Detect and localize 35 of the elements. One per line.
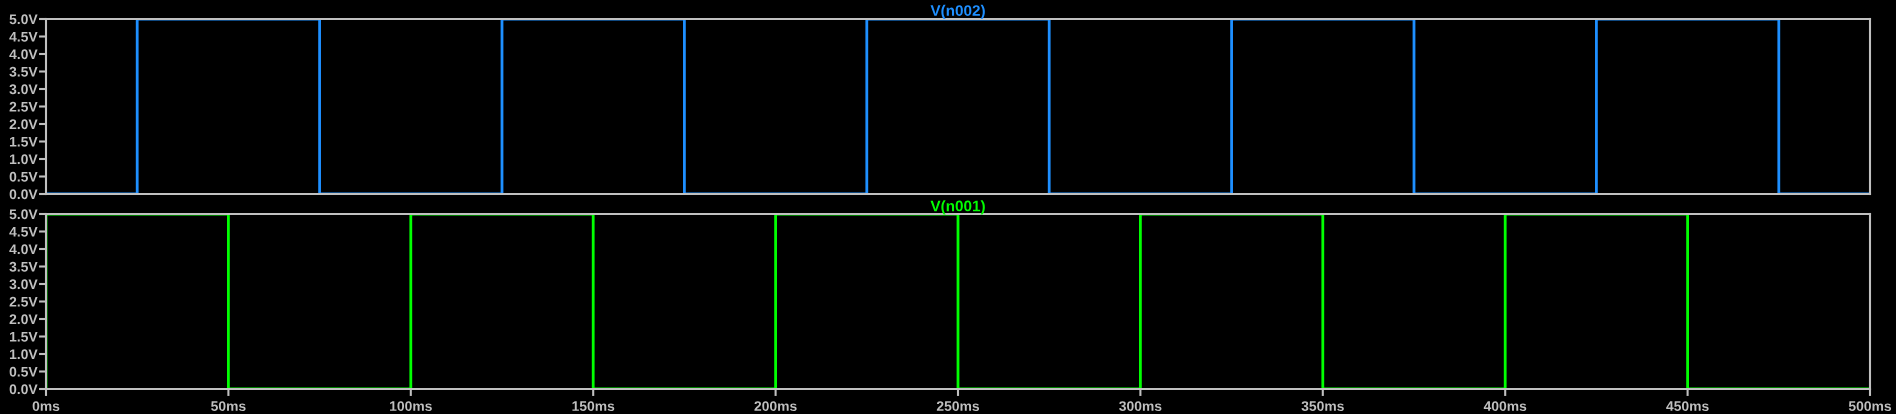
y-tick-label: 4.5V	[9, 226, 38, 237]
chart-title: V(n002)	[930, 4, 985, 19]
y-tick-label: 1.0V	[9, 154, 38, 165]
y-tick-label: 0.0V	[9, 189, 38, 200]
y-tick-label: 3.5V	[9, 66, 38, 77]
x-tick-label: 500ms	[1848, 401, 1892, 412]
x-tick-label: 250ms	[936, 401, 980, 412]
x-tick-label: 150ms	[572, 401, 615, 412]
y-tick-label: 4.0V	[9, 49, 38, 60]
y-tick-label: 2.5V	[9, 101, 38, 112]
y-tick-label: 1.0V	[9, 349, 38, 360]
y-tick-label: 2.0V	[9, 119, 38, 130]
x-tick-label: 50ms	[211, 401, 246, 412]
y-tick-label: 0.5V	[9, 171, 38, 182]
y-tick-label: 5.0V	[9, 14, 38, 25]
x-tick-label: 300ms	[1119, 401, 1162, 412]
y-tick-label: 1.5V	[9, 331, 38, 342]
chart-title: V(n001)	[930, 200, 985, 215]
y-tick-label: 3.5V	[9, 261, 38, 272]
y-tick-label: 2.0V	[9, 314, 38, 325]
x-tick-label: 200ms	[754, 401, 797, 412]
y-tick-label: 0.0V	[9, 384, 38, 395]
x-tick-label: 100ms	[390, 401, 432, 412]
x-tick-label: 400ms	[1483, 401, 1527, 412]
y-tick-label: 3.0V	[9, 84, 38, 95]
x-tick-label: 350ms	[1301, 401, 1344, 412]
y-tick-label: 0.5V	[9, 366, 38, 377]
y-tick-label: 3.0V	[9, 279, 38, 290]
y-tick-label: 4.5V	[9, 31, 38, 42]
y-tick-label: 2.5V	[9, 296, 38, 307]
y-tick-label: 5.0V	[9, 209, 38, 220]
y-tick-label: 4.0V	[9, 244, 38, 255]
y-tick-label: 1.5V	[9, 136, 38, 147]
x-tick-label: 0ms	[32, 401, 60, 412]
x-tick-label: 450ms	[1666, 401, 1709, 412]
